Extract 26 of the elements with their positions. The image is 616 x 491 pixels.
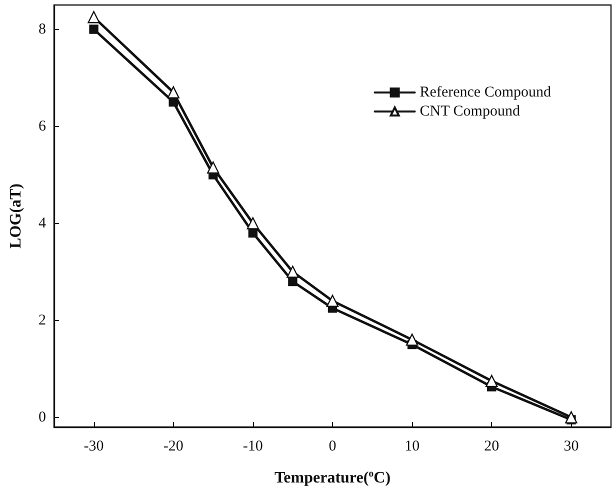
x-tick-label: -30: [84, 438, 104, 454]
y-axis-title: LOG(aT): [8, 184, 24, 248]
point: [89, 24, 98, 34]
point: [326, 294, 339, 307]
y-tick-label: 8: [38, 21, 46, 38]
point: [286, 266, 299, 278]
y-tick-label: 0: [38, 409, 46, 426]
x-tick-label: 30: [564, 438, 579, 454]
legend-label: Reference Compound: [420, 84, 552, 100]
x-tick-label: -10: [242, 438, 263, 454]
point: [406, 334, 418, 346]
point: [246, 217, 260, 230]
y-tick-label: 4: [38, 215, 46, 232]
point: [88, 11, 100, 24]
point: [207, 161, 220, 174]
x-tick-label: 0: [328, 438, 336, 454]
legend-label: CNT Compound: [420, 104, 520, 120]
y-tick-label: 2: [38, 312, 46, 328]
x-tick-label: 20: [484, 438, 500, 454]
x-tick-label: 10: [404, 438, 420, 454]
point: [565, 411, 578, 424]
point: [486, 374, 498, 388]
point: [167, 86, 180, 98]
y-tick-label: 6: [38, 118, 46, 134]
x-tick-label: -20: [163, 438, 184, 454]
point: [288, 276, 298, 286]
